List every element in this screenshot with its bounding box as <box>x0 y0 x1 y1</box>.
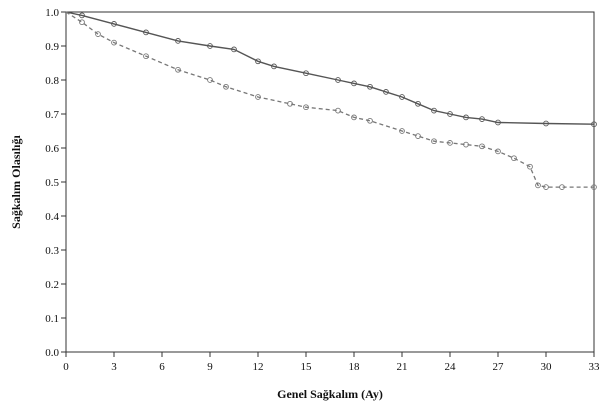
censor-marker <box>543 184 549 190</box>
censor-marker <box>231 46 237 53</box>
y-tick-label: 1.0 <box>45 7 59 19</box>
censor-marker <box>415 100 421 107</box>
x-tick-label: 33 <box>589 361 601 373</box>
x-tick-label: 18 <box>349 361 361 373</box>
censor-marker <box>207 77 213 83</box>
censor-marker <box>535 182 541 189</box>
y-tick-label: 0.1 <box>45 313 59 325</box>
series-layer <box>65 11 597 190</box>
censor-marker <box>175 38 181 44</box>
x-tick-label: 9 <box>207 361 213 373</box>
y-tick-label: 0.5 <box>45 177 59 189</box>
censor-marker <box>255 58 261 65</box>
censor-marker <box>335 107 341 114</box>
x-tick-label: 0 <box>63 361 69 373</box>
y-tick-label: 0.7 <box>45 109 59 121</box>
censor-marker <box>367 83 373 90</box>
series-line-1 <box>65 11 595 125</box>
censor-marker <box>143 29 149 36</box>
x-axis-label: Genel Sağkalım (Ay) <box>277 387 383 401</box>
censor-marker <box>399 128 405 134</box>
censor-marker <box>431 138 437 145</box>
x-tick-label: 15 <box>301 361 313 373</box>
censor-marker <box>335 77 341 83</box>
censor-marker <box>351 114 357 121</box>
censor-marker <box>447 140 453 146</box>
censor-marker <box>463 141 469 148</box>
censor-marker <box>143 53 149 60</box>
y-axis-label: Sağkalım Olasılığı <box>9 134 23 228</box>
censor-marker <box>559 184 565 190</box>
plot-frame <box>65 11 595 353</box>
x-tick-label: 30 <box>541 361 553 373</box>
censor-marker <box>591 121 597 128</box>
y-tick-label: 0.4 <box>45 211 59 223</box>
censor-marker <box>367 117 373 124</box>
x-tick-label: 3 <box>111 361 117 373</box>
censor-marker <box>287 100 293 107</box>
censor-marker <box>207 43 213 49</box>
censor-marker <box>255 94 261 100</box>
censor-marker <box>543 120 549 127</box>
censor-marker <box>303 104 309 111</box>
censor-marker <box>495 119 501 126</box>
censor-marker <box>479 143 485 150</box>
censor-marker <box>79 19 85 26</box>
y-tick-label: 0.8 <box>45 75 59 87</box>
y-tick-label: 0.0 <box>45 347 59 359</box>
x-tick-label: 12 <box>253 361 264 373</box>
censor-marker <box>495 148 501 155</box>
x-axis: 0 3 6 9 12 15 18 21 24 27 30 33 <box>63 352 600 373</box>
censor-marker <box>479 116 485 122</box>
censor-marker <box>111 21 117 27</box>
censor-marker <box>511 155 517 162</box>
y-tick-label: 0.3 <box>45 245 59 257</box>
censor-marker <box>415 133 421 139</box>
censor-marker <box>591 184 597 190</box>
censor-marker <box>463 114 469 121</box>
censor-marker <box>111 39 117 46</box>
x-tick-label: 27 <box>493 361 505 373</box>
censor-marker <box>383 89 389 95</box>
y-tick-label: 0.9 <box>45 41 59 53</box>
x-tick-label: 24 <box>445 361 457 373</box>
censor-marker <box>271 63 277 70</box>
x-tick-label: 21 <box>397 361 408 373</box>
censor-marker <box>175 66 181 73</box>
censor-marker <box>223 83 229 90</box>
y-tick-label: 0.6 <box>45 143 59 155</box>
y-axis: 0.0 0.1 0.2 0.3 0.4 0.5 0.6 0.7 0.8 0.9 1.0 <box>45 7 66 359</box>
censor-marker <box>303 70 309 77</box>
censor-marker <box>447 111 453 117</box>
censor-marker <box>431 107 437 114</box>
censor-marker <box>95 31 101 37</box>
censor-marker <box>399 94 405 100</box>
x-tick-label: 6 <box>159 361 165 373</box>
censor-marker <box>351 80 357 87</box>
censor-marker <box>79 12 85 19</box>
censor-marker <box>527 163 533 170</box>
y-tick-label: 0.2 <box>45 279 59 291</box>
